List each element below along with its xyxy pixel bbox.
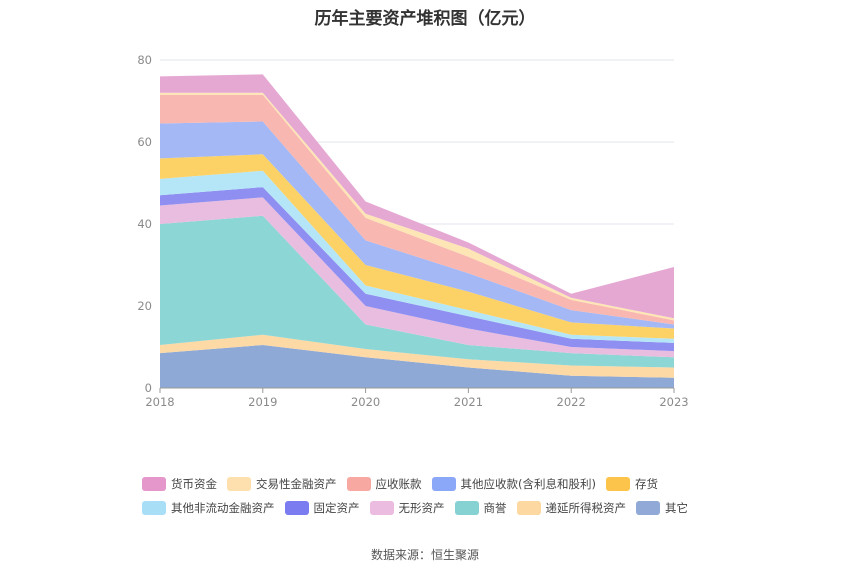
legend-label: 存货 <box>634 477 658 491</box>
chart-title: 历年主要资产堆积图（亿元） <box>314 9 536 29</box>
legend-swatch <box>284 501 309 515</box>
legend-row: 其他非流动金融资产 固定资产 无形资产 商誉 递延所得税资产 其它 <box>142 496 742 520</box>
legend-swatch <box>369 501 394 515</box>
legend-label: 固定资产 <box>313 501 360 515</box>
area-series-无形资产 <box>160 197 674 358</box>
area-series-其他非流动金融资产 <box>160 170 674 343</box>
area-series-存货 <box>160 154 674 339</box>
legend-item[interactable]: 其他非流动金融资产 <box>142 500 275 516</box>
legend-label: 应收账款 <box>375 477 422 491</box>
legend-item[interactable]: 固定资产 <box>284 500 360 516</box>
y-tick-label: 80 <box>137 53 152 67</box>
x-tick-label: 2018 <box>145 395 174 409</box>
x-tick-label: 2020 <box>351 395 380 409</box>
legend-swatch <box>516 501 541 515</box>
y-tick-label: 20 <box>137 299 152 313</box>
legend-swatch <box>454 501 479 515</box>
x-tick-label: 2023 <box>659 395 688 409</box>
axes: 0 20 40 60 80 2018 2019 2020 2021 2022 2023 <box>137 53 688 409</box>
x-tick-label: 2021 <box>454 395 483 409</box>
legend-item[interactable]: 其它 <box>636 500 688 516</box>
legend: 货币资金 交易性金融资产 应收账款 其他应收款(含利息和股利) 存货 其他非流动金融资产… <box>142 472 742 520</box>
legend-swatch <box>142 477 166 491</box>
y-tick-label: 40 <box>137 217 152 231</box>
x-tick-label: 2019 <box>248 395 277 409</box>
legend-item[interactable]: 应收账款 <box>346 476 422 492</box>
source-label: 数据来源：恒生聚源 <box>370 548 479 562</box>
legend-label: 货币资金 <box>171 477 217 491</box>
area-series-其它 <box>160 344 674 388</box>
legend-label: 交易性金融资产 <box>256 477 337 491</box>
y-tick-label: 60 <box>137 135 152 149</box>
legend-item[interactable]: 递延所得税资产 <box>516 500 627 516</box>
legend-label: 其他非流动金融资产 <box>171 501 275 515</box>
area-series-商誉 <box>160 215 674 368</box>
legend-item[interactable]: 商誉 <box>454 500 507 516</box>
legend-item[interactable]: 货币资金 <box>142 476 217 492</box>
legend-label: 其它 <box>665 501 688 515</box>
legend-swatch <box>636 501 660 515</box>
legend-swatch <box>346 477 371 491</box>
legend-swatch <box>227 477 251 491</box>
legend-item[interactable]: 存货 <box>605 476 658 492</box>
legend-label: 其他应收款(含利息和股利) <box>460 477 596 491</box>
legend-swatch <box>431 477 456 491</box>
legend-label: 商誉 <box>483 501 507 515</box>
legend-label: 无形资产 <box>398 501 445 515</box>
area-series-递延所得税资产 <box>160 334 674 378</box>
legend-item[interactable]: 交易性金融资产 <box>227 476 337 492</box>
legend-row: 货币资金 交易性金融资产 应收账款 其他应收款(含利息和股利) 存货 <box>142 472 742 496</box>
area-series-其他应收款(含利息和股利) <box>160 121 674 329</box>
legend-label: 递延所得税资产 <box>545 501 627 515</box>
legend-swatch <box>142 501 166 515</box>
area-series-应收账款 <box>160 94 674 325</box>
legend-item[interactable]: 无形资产 <box>369 500 445 516</box>
y-tick-label: 0 <box>145 381 152 395</box>
stacked-area-chart: 0 20 40 60 80 2018 2019 2020 2021 2022 2023 <box>137 53 688 409</box>
x-tick-label: 2022 <box>557 395 586 409</box>
legend-item[interactable]: 其他应收款(含利息和股利) <box>431 476 596 492</box>
area-series-货币资金 <box>160 74 674 319</box>
legend-swatch <box>605 477 630 491</box>
area-series <box>160 74 674 388</box>
